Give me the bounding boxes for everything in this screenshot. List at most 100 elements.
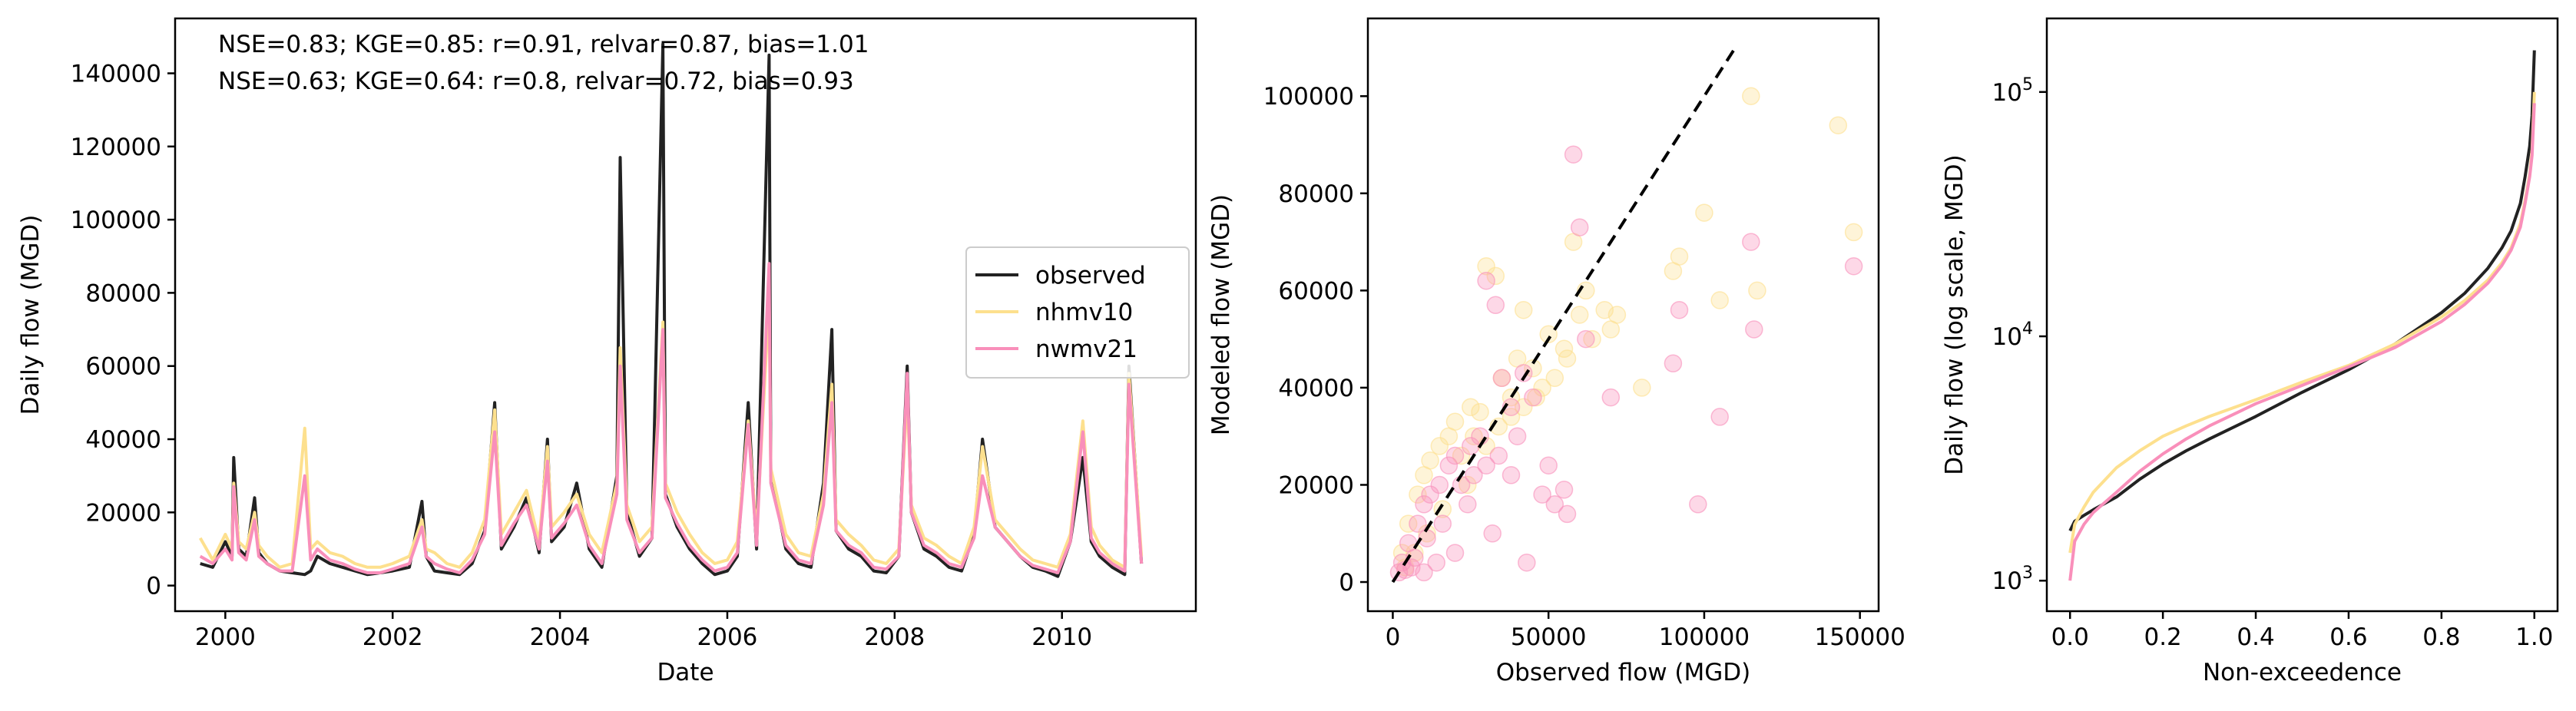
scatter-y-axis-label: Modeled flow (MGD): [1207, 194, 1235, 435]
scatter-point-nhmv10: [1514, 398, 1533, 416]
nwmv21-metrics-annotation: NSE=0.63; KGE=0.64: r=0.8, relvar=0.72, …: [218, 68, 854, 95]
x-tick-label: 150000: [1814, 623, 1905, 651]
scatter-point-nhmv10: [1439, 427, 1459, 445]
scatter-point-nwmv21: [1459, 495, 1477, 514]
flow-duration-series-layer: [2068, 50, 2536, 581]
scatter-point-nwmv21: [1514, 364, 1533, 382]
scatter-point-nwmv21: [1445, 544, 1465, 562]
x-tick-label: 2010: [1031, 623, 1092, 651]
series-line-observed: [2068, 50, 2536, 532]
scatter-point-nwmv21: [1664, 354, 1683, 373]
scatter-point-nhmv10: [1710, 291, 1729, 309]
x-tick-label: 1.0: [2515, 623, 2553, 651]
y-tick-label: 140000: [71, 60, 161, 88]
y-tick-label: 100000: [71, 207, 161, 234]
scatter-point-nwmv21: [1564, 145, 1583, 164]
y-tick-label: 40000: [1278, 375, 1354, 402]
y-tick-label: 120000: [71, 134, 161, 161]
scatter-xticks: 0 50000 100000 150000: [1386, 611, 1906, 651]
scatter-point-nhmv10: [1459, 475, 1477, 494]
scatter-point-nwmv21: [1439, 456, 1459, 475]
scatter-point-nhmv10: [1465, 427, 1483, 445]
x-tick-label: 0.2: [2144, 623, 2181, 651]
scatter-point-nwmv21: [1670, 300, 1689, 319]
scatter-point-nhmv10: [1695, 203, 1713, 222]
scatter-point-nwmv21: [1570, 218, 1589, 236]
scatter-point-nwmv21: [1486, 296, 1505, 315]
scatter-point-nhmv10: [1608, 306, 1627, 324]
timeseries-xticks: 2000 2002 2004 2006 2008 2010: [195, 611, 1092, 651]
scatter-point-nhmv10: [1664, 262, 1683, 280]
scatter-point-nhmv10: [1409, 485, 1427, 504]
scatter-point-nwmv21: [1555, 481, 1574, 499]
scatter-point-nhmv10: [1418, 524, 1436, 543]
scatter-point-nwmv21: [1710, 408, 1729, 426]
scatter-point-nwmv21: [1489, 446, 1508, 465]
scatter-axes-frame: [1366, 17, 1880, 613]
y-tick-label: 80000: [85, 279, 161, 307]
timeseries-axes-frame: [174, 17, 1197, 613]
timeseries-panel: 2000 2002 2004 2006 2008 2010 0 20000 40000 6000…: [17, 17, 1197, 686]
scatter-point-nwmv21: [1427, 553, 1445, 572]
x-tick-label: 50000: [1511, 623, 1587, 651]
scatter-point-nwmv21: [1577, 329, 1595, 349]
y-tick-exponent: 3: [2022, 564, 2033, 583]
scatter-point-nwmv21: [1742, 233, 1760, 251]
x-tick-label: 2008: [864, 623, 925, 651]
scatter-point-nwmv21: [1533, 485, 1551, 504]
scatter-point-nhmv10: [1558, 349, 1577, 368]
y-tick-label: 0: [146, 573, 161, 600]
scatter-point-nwmv21: [1477, 271, 1495, 290]
scatter-point-nwmv21: [1558, 504, 1577, 524]
scatter-point-nhmv10: [1844, 223, 1863, 242]
y-tick-exponent: 4: [2022, 319, 2033, 339]
scatter-point-nwmv21: [1539, 456, 1558, 475]
scatter-yticks: 0 20000 40000 60000 80000 100000: [1263, 83, 1368, 597]
scatter-point-nwmv21: [1445, 446, 1465, 465]
scatter-point-nwmv21: [1545, 495, 1564, 514]
x-tick-label: 0.0: [2051, 623, 2089, 651]
scatter-point-nwmv21: [1492, 369, 1511, 388]
flow-duration-xticks: 0.0 0.2 0.4 0.6 0.8 1.0: [2051, 611, 2553, 651]
scatter-point-nwmv21: [1465, 466, 1483, 484]
x-tick-label: 2002: [363, 623, 423, 651]
flow-duration-axes-frame: [2045, 17, 2559, 613]
legend-label-nhmv10: nhmv10: [1035, 299, 1133, 326]
y-tick-label: 20000: [1278, 471, 1354, 499]
scatter-point-nwmv21: [1406, 548, 1424, 567]
x-tick-label: 0.4: [2237, 623, 2274, 651]
y-tick-label: 60000: [85, 353, 161, 381]
scatter-point-nhmv10: [1829, 116, 1848, 134]
scatter-point-nhmv10: [1502, 408, 1521, 426]
scatter-x-axis-label: Observed flow (MGD): [1496, 659, 1751, 686]
x-tick-label: 2006: [697, 623, 758, 651]
scatter-point-nwmv21: [1415, 495, 1433, 514]
legend-label-nwmv21: nwmv21: [1035, 336, 1137, 363]
scatter-point-nhmv10: [1570, 306, 1589, 324]
scatter-point-nhmv10: [1633, 379, 1651, 397]
scatter-point-nhmv10: [1415, 466, 1433, 484]
legend-box: [965, 246, 1190, 379]
timeseries-series-layer: [198, 42, 1144, 578]
scatter-point-nhmv10: [1748, 281, 1766, 300]
scatter-panel: 0 50000 100000 150000 0 20000 40000 60000 80000…: [1207, 17, 1906, 686]
scatter-point-nhmv10: [1555, 339, 1574, 359]
scatter-point-nhmv10: [1399, 514, 1418, 533]
x-tick-label: 100000: [1659, 623, 1750, 651]
scatter-point-nwmv21: [1430, 475, 1449, 494]
scatter-point-nwmv21: [1421, 485, 1439, 504]
one-to-one-reference-line: [1391, 46, 1737, 584]
scatter-point-nhmv10: [1486, 266, 1505, 286]
nhmv10-metrics-annotation: NSE=0.83; KGE=0.85: r=0.91, relvar=0.87,…: [218, 31, 869, 58]
timeseries-legend: observed nhmv10 nwmv21: [965, 246, 1190, 379]
scatter-point-nwmv21: [1518, 553, 1536, 572]
scatter-point-nhmv10: [1514, 300, 1533, 319]
scatter-point-nwmv21: [1483, 524, 1502, 543]
x-tick-label: 2004: [530, 623, 591, 651]
scatter-point-nwmv21: [1689, 495, 1707, 514]
series-line-nwmv21: [199, 262, 1144, 574]
scatter-point-nwmv21: [1433, 514, 1452, 533]
scatter-point-nhmv10: [1583, 329, 1601, 349]
y-tick-exponent: 5: [2022, 75, 2033, 94]
